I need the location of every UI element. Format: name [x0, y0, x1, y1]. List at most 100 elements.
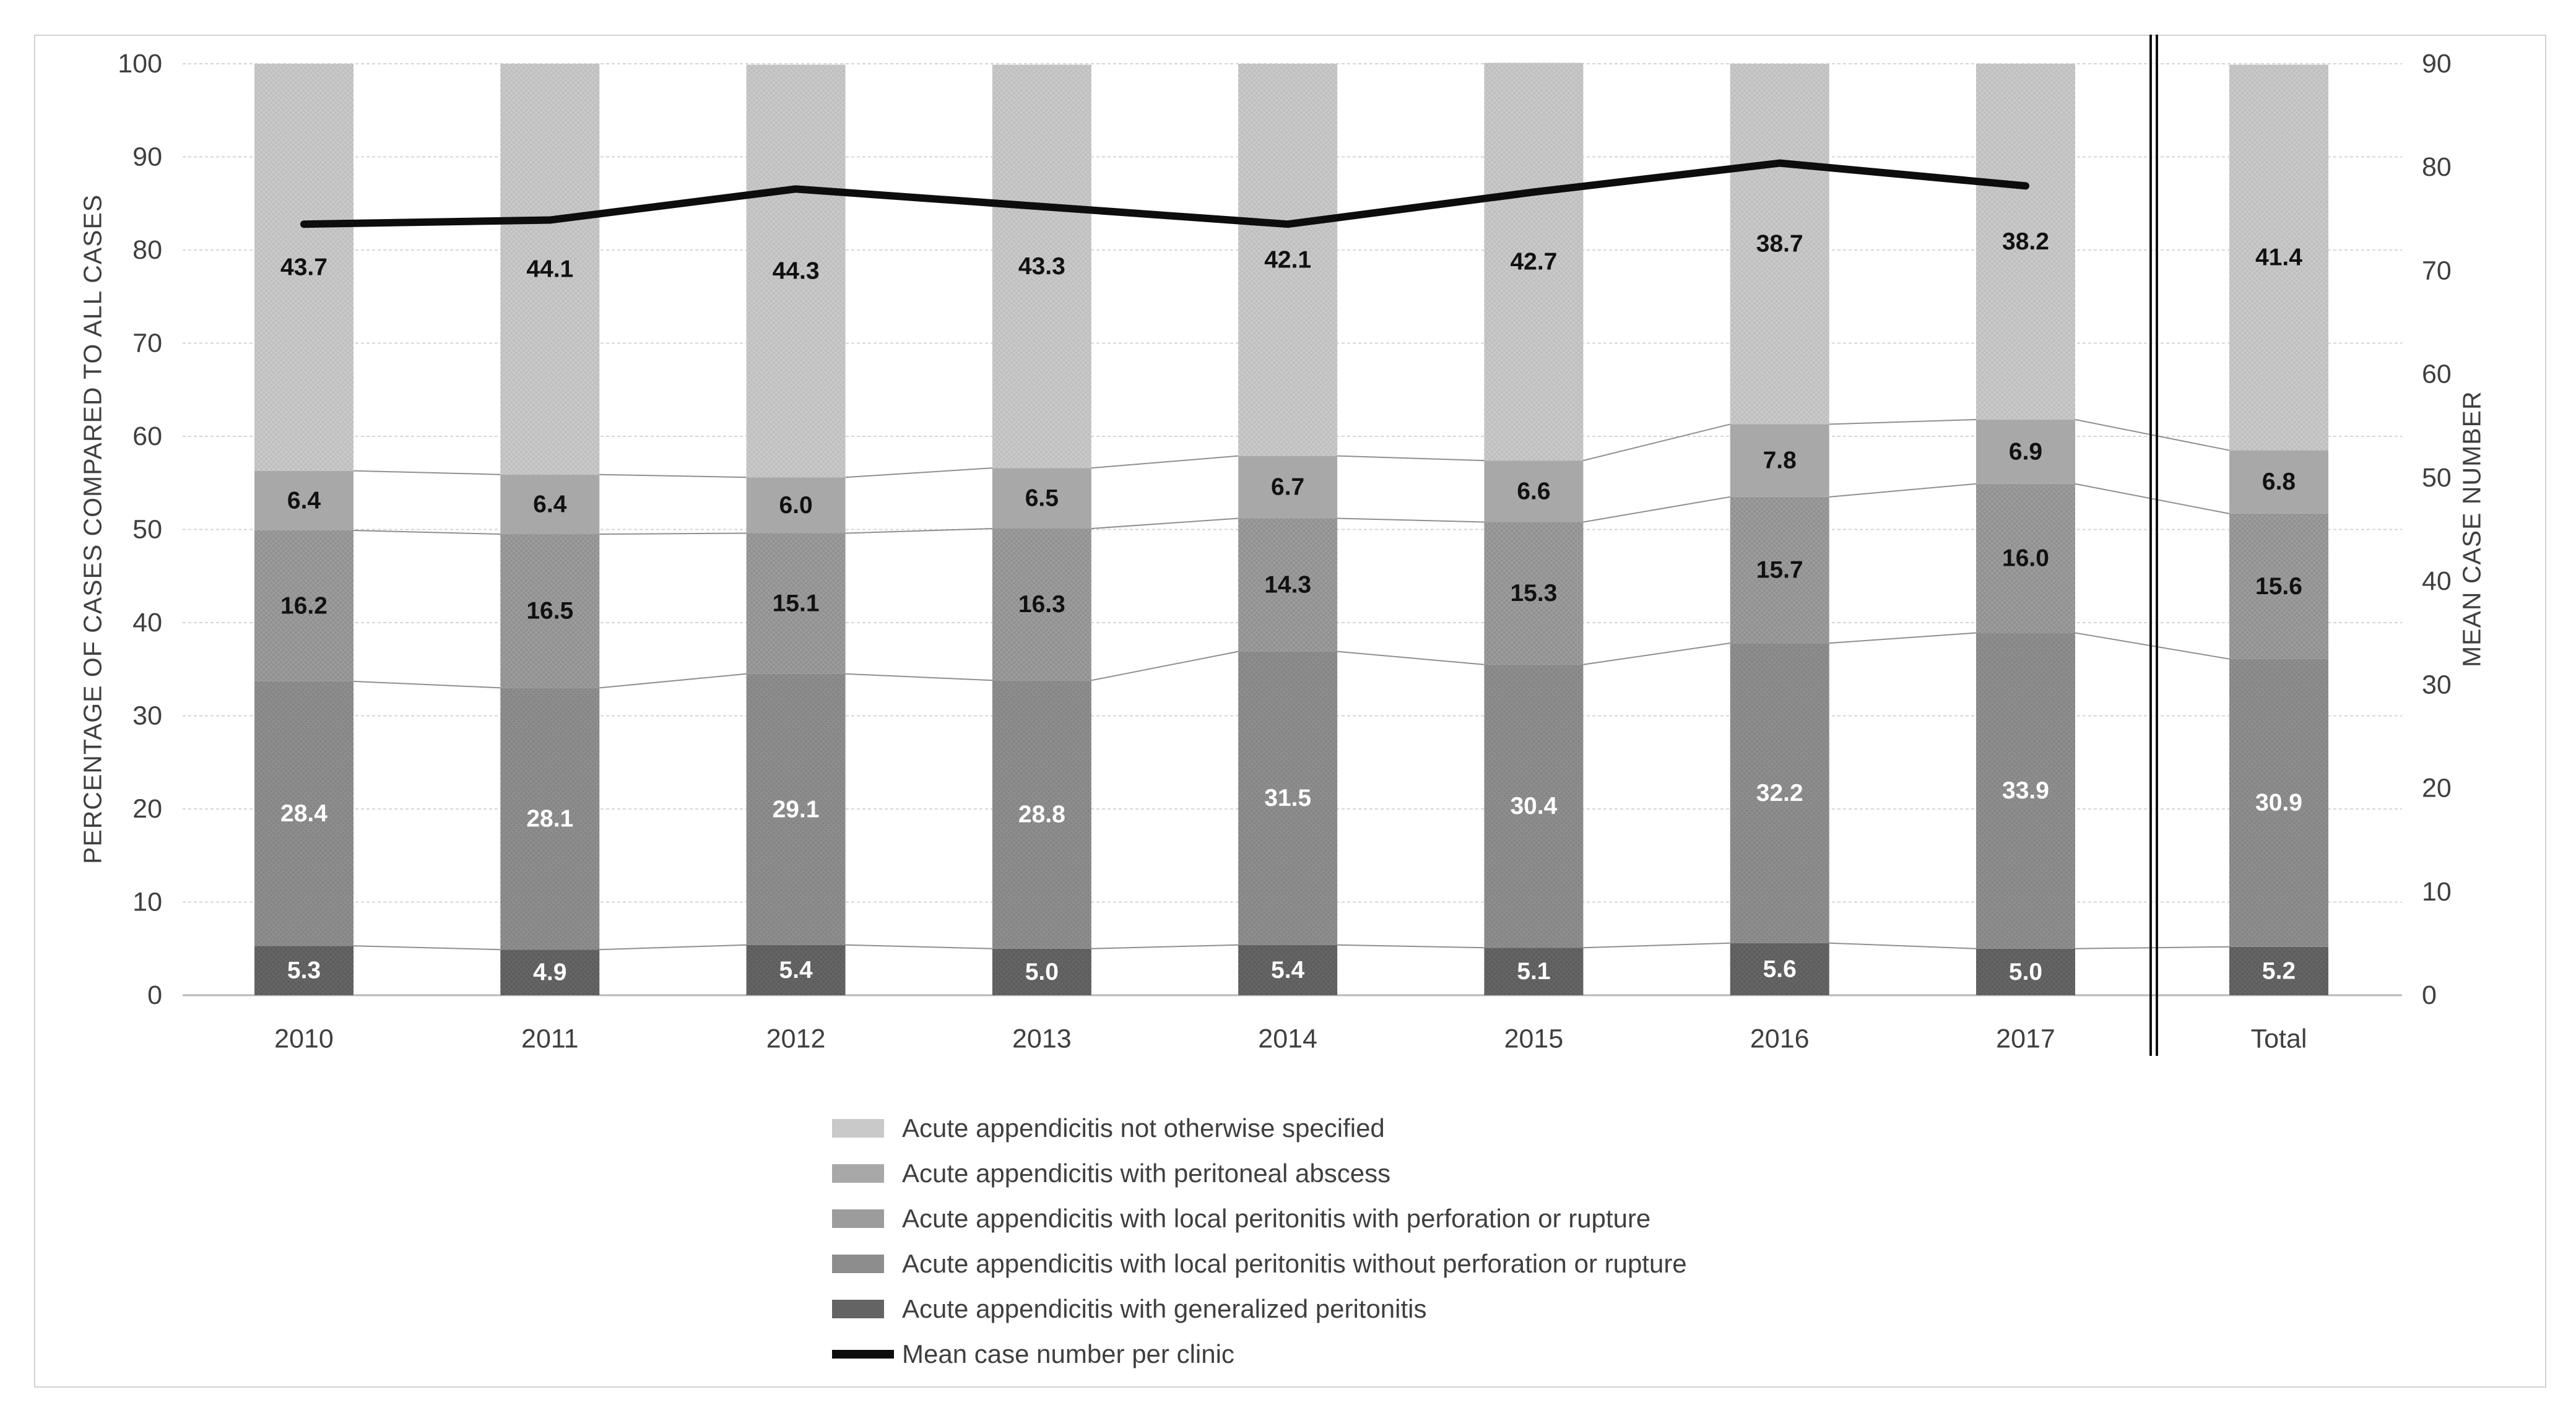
left-axis-tick-label: 100 [118, 49, 162, 79]
bar-value-label: 6.9 [2009, 438, 2042, 465]
bar-segment [1484, 460, 1584, 522]
bar-value-label: 43.7 [280, 254, 327, 280]
bar-segment-texture [1730, 943, 1829, 995]
bar-value-label: 15.7 [1756, 556, 1803, 583]
bar-segment-texture [746, 533, 846, 674]
series-connector-line [353, 680, 501, 689]
bar-value-label: 14.3 [1264, 572, 1311, 598]
series-connector-line [1829, 942, 1977, 949]
series-connector-line [1583, 496, 1730, 523]
bar-value-label: 5.2 [2262, 957, 2296, 984]
bar-segment-texture [992, 948, 1091, 995]
bar-segment-texture [500, 688, 600, 950]
bar-value-label: 6.7 [1271, 474, 1304, 501]
legend-label: Acute appendicitis with local peritoniti… [902, 1203, 1651, 1233]
bar-value-label: 7.8 [1763, 447, 1797, 474]
bar-segment-texture [254, 681, 353, 946]
left-axis-tick-label: 40 [132, 608, 162, 637]
bar-segment [1238, 456, 1338, 519]
left-axis-tick-label: 70 [132, 329, 162, 358]
right-axis-title: MEAN CASE NUMBER [2457, 391, 2486, 668]
legend-swatch-icon [832, 1254, 884, 1273]
bar-segment-texture [1238, 944, 1338, 995]
bar-value-label: 16.0 [2002, 545, 2049, 572]
series-connector-line [1337, 650, 1485, 665]
right-axis-tick-label: 30 [2422, 670, 2452, 699]
bar-value-label: 28.1 [526, 805, 573, 832]
series-connector-line [1091, 944, 1239, 949]
series-connector-line [2075, 946, 2230, 949]
left-axis-tick-label: 30 [132, 701, 162, 731]
bar-value-label: 30.9 [2255, 790, 2302, 816]
left-axis-tick-label: 60 [132, 421, 162, 451]
bar-value-label: 42.7 [1510, 248, 1557, 275]
bar-segment-texture [1238, 518, 1338, 652]
bar-segment-texture [1484, 948, 1584, 995]
legend-item: Acute appendicitis with local peritoniti… [832, 1196, 1687, 1241]
bar-value-label: 6.4 [533, 491, 567, 517]
x-category-label: 2017 [1996, 1024, 2055, 1053]
bar-value-label: 42.1 [1264, 246, 1311, 273]
bar-segment-texture [254, 64, 353, 471]
legend-swatch-icon [832, 1118, 884, 1138]
legend-item: Mean case number per clinic [832, 1331, 1687, 1376]
bar-segment-texture [992, 528, 1091, 681]
bar-segment [746, 477, 846, 534]
left-axis-tick-label: 90 [132, 142, 162, 172]
bar-segment-texture [2229, 513, 2328, 659]
bar-segment-texture [1976, 633, 2075, 949]
left-axis-tick-label: 50 [132, 515, 162, 545]
left-axis-tick-label: 10 [132, 888, 162, 917]
series-connector-line [1091, 455, 1239, 469]
bar-segment-texture [1976, 483, 2075, 633]
bar-segment-texture [254, 946, 353, 995]
bar-segment-texture [2229, 946, 2328, 995]
bar-segment-texture [992, 680, 1091, 949]
series-connector-line [353, 945, 501, 951]
right-axis-tick-label: 50 [2422, 463, 2452, 493]
series-connector-line [1583, 642, 1730, 665]
bar-segment-texture [1730, 64, 1829, 425]
bar-segment-texture [254, 530, 353, 681]
bar-segment [500, 474, 600, 535]
series-connector-line [1337, 455, 1485, 462]
bar-value-label: 5.4 [1271, 957, 1305, 983]
bar-segment-texture [1484, 522, 1584, 665]
x-category-label: 2014 [1258, 1024, 1317, 1053]
bar-segment-texture [1976, 64, 2075, 420]
bar-segment-texture [2229, 64, 2328, 451]
bar-value-label: 32.2 [1756, 780, 1803, 806]
right-axis-tick-label: 60 [2422, 360, 2452, 389]
series-connector-line [2075, 483, 2230, 514]
bar-value-label: 38.7 [1756, 231, 1803, 257]
bar-segment [1730, 424, 1829, 497]
bar-value-label: 30.4 [1510, 793, 1557, 819]
bar-value-label: 44.3 [773, 257, 820, 284]
series-connector-line [1337, 944, 1485, 949]
bar-value-label: 5.1 [1517, 958, 1550, 985]
legend-swatch-icon [832, 1299, 884, 1318]
bar-segment [1976, 419, 2075, 484]
bar-segment-texture [746, 673, 846, 945]
right-axis-tick-label: 20 [2422, 774, 2452, 803]
bar-value-label: 5.0 [2009, 959, 2042, 985]
bar-value-label: 15.6 [2255, 573, 2302, 600]
legend-label: Mean case number per clinic [902, 1339, 1234, 1368]
bar-segment [254, 470, 353, 531]
bar-segment-texture [500, 64, 600, 475]
legend: Acute appendicitis not otherwise specifi… [832, 1105, 1687, 1376]
left-axis-tick-label: 0 [147, 980, 162, 1010]
series-connector-line [1337, 517, 1485, 523]
series-connector-line [599, 944, 747, 951]
legend-item: Acute appendicitis not otherwise specifi… [832, 1105, 1687, 1151]
x-category-label: 2015 [1504, 1024, 1564, 1053]
legend-item: Acute appendicitis with peritoneal absce… [832, 1151, 1687, 1196]
series-connector-line [845, 673, 992, 681]
series-connector-line [845, 527, 992, 534]
bar-segment-texture [1238, 651, 1338, 945]
bar-segment-texture [746, 944, 846, 995]
bar-value-label: 5.4 [779, 957, 813, 983]
bar-segment-texture [1238, 64, 1338, 456]
